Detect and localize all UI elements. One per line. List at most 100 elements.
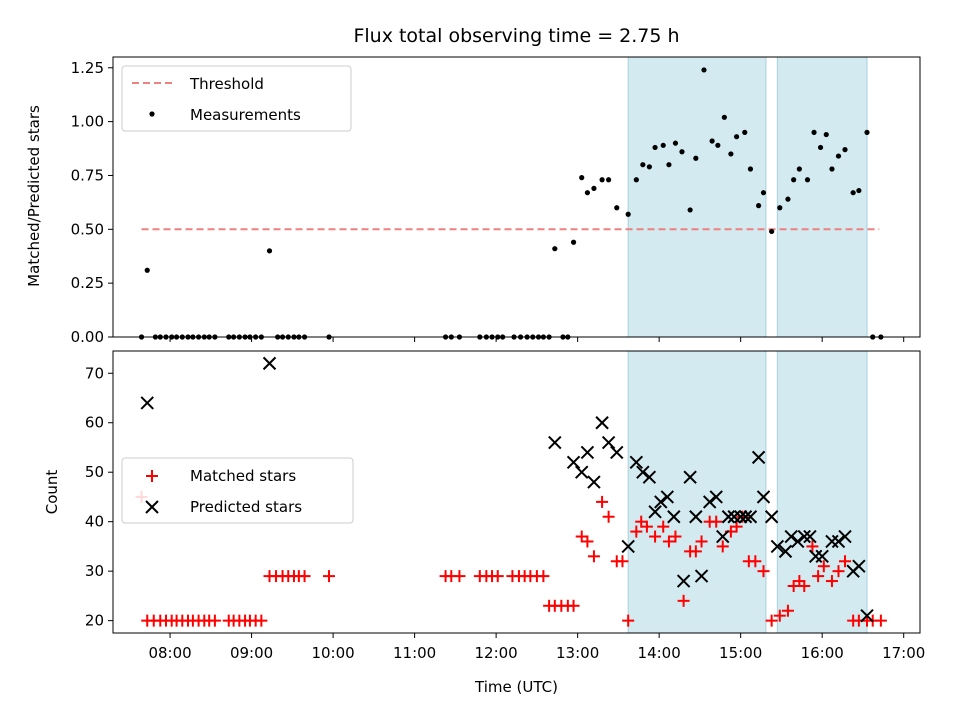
x-tick-label: 17:00 (882, 644, 925, 662)
measurement-point (864, 129, 870, 135)
x-tick-label: 15:00 (719, 644, 762, 662)
x-tick-label: 12:00 (475, 644, 518, 662)
measurement-point (212, 334, 218, 340)
measurement-point (489, 334, 495, 340)
shaded-window-bottom-0 (627, 350, 767, 634)
measurement-point (804, 177, 811, 183)
predicted-star-point (784, 529, 798, 544)
legend-measurements-label: Measurements (190, 106, 301, 124)
x-axis-label: Time (UTC) (474, 678, 558, 696)
x-tick-label: 10:00 (311, 644, 354, 662)
measurement-point (584, 190, 591, 196)
measurement-point (756, 203, 762, 209)
measurement-point (721, 114, 727, 120)
predicted-star-point (636, 465, 650, 479)
measurement-point (660, 142, 666, 148)
measurement-point (715, 142, 721, 148)
matched-star-point (596, 495, 609, 508)
series-predicted-stars (140, 356, 874, 623)
predicted-star-point (629, 455, 644, 470)
measurement-point (785, 196, 791, 202)
predicted-star-point (831, 534, 846, 549)
matched-star-point (839, 555, 852, 568)
predicted-star-point (648, 505, 662, 519)
measurement-point (511, 334, 517, 340)
predicted-star-point (808, 549, 823, 564)
matched-star-point (716, 540, 729, 553)
measurement-point (152, 334, 158, 340)
measurement-point (693, 155, 699, 161)
measurement-point (253, 334, 259, 340)
predicted-star-point (860, 608, 874, 623)
predicted-star-point (676, 574, 691, 588)
predicted-star-point (838, 529, 852, 544)
measurement-point (546, 334, 552, 340)
bottom-y-tick-label: 50 (85, 463, 104, 481)
predicted-star-point (825, 534, 839, 549)
measurement-point (190, 334, 196, 340)
bottom-panel-plot: 20 30 40 50 60 70 08:00 09:00 10:00 11:00 12:00 13:… (85, 350, 925, 662)
measurement-point (733, 134, 740, 140)
matched-star-point (765, 614, 778, 627)
measurement-point (226, 334, 232, 340)
matched-star-point (537, 570, 550, 583)
top-legend-box (121, 65, 352, 132)
predicted-star-point (733, 510, 748, 524)
measurement-point (850, 190, 856, 196)
predicted-star-point (852, 559, 866, 573)
measurement-point (201, 334, 207, 340)
predicted-star-point (601, 435, 616, 450)
predicted-star-point (595, 416, 609, 430)
matched-star-point (602, 510, 615, 523)
matched-star-point (208, 614, 221, 627)
measurement-point (456, 334, 463, 340)
measurement-point (279, 334, 286, 340)
predicted-star-point (642, 470, 657, 484)
measurement-point (747, 166, 754, 172)
measurement-point (535, 334, 542, 340)
measurement-point (666, 162, 672, 168)
top-y-tick-label: 0.75 (71, 166, 104, 184)
predicted-star-point (621, 539, 635, 554)
measurement-point (811, 129, 817, 135)
measurement-point (606, 177, 612, 183)
measurement-point (540, 334, 547, 340)
bottom-y-tick-label: 20 (85, 612, 104, 630)
measurement-point (679, 149, 685, 155)
top-y-tick-label: 0.00 (71, 328, 104, 346)
legend-predicted-label: Predicted stars (190, 498, 302, 516)
legend-predicted-swatch (145, 500, 159, 514)
legend-threshold-label: Threshold (189, 75, 264, 93)
measurement-point (326, 334, 332, 340)
measurement-point (742, 129, 748, 135)
legend-measurements-swatch (149, 111, 155, 117)
top-y-tick-label: 0.25 (71, 274, 104, 292)
matched-star-point (616, 555, 629, 568)
matched-star-point (640, 520, 653, 533)
top-y-tick-label: 1.25 (71, 59, 104, 77)
measurement-point (236, 334, 242, 340)
measurement-point (206, 334, 212, 340)
measurement-point (640, 162, 646, 168)
measurement-point (565, 334, 571, 340)
measurement-point (301, 334, 308, 340)
matched-star-point (323, 570, 336, 583)
measurement-point (495, 334, 501, 340)
measurement-point (842, 147, 848, 153)
measurement-point (579, 175, 585, 181)
predicted-star-point (580, 445, 595, 460)
measurement-point (599, 177, 605, 183)
predicted-star-point (575, 465, 589, 479)
shaded-window-top-1 (776, 56, 868, 338)
measurement-point (687, 207, 693, 213)
predicted-star-point (770, 539, 785, 554)
matched-star-point (874, 614, 887, 627)
measurement-point (157, 334, 163, 340)
measurement-point (856, 187, 862, 194)
measurement-point (791, 177, 797, 183)
matched-star-point (677, 594, 690, 607)
predicted-star-point (716, 529, 730, 544)
x-tick-label: 14:00 (638, 644, 681, 662)
predicted-star-point (709, 490, 723, 504)
matched-star-point (255, 614, 268, 627)
